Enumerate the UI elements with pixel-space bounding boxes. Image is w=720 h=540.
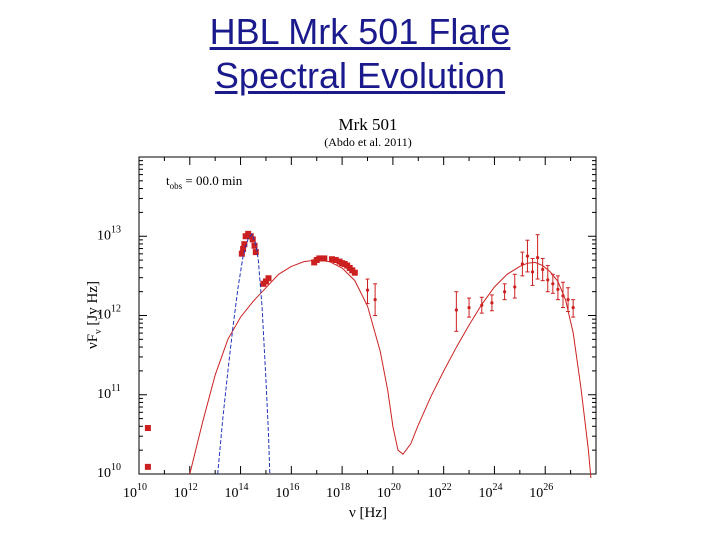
x-tick-label-exp: 22 [442,482,452,493]
data-point-square [238,250,245,257]
y-tick-label: 1011 [97,383,121,402]
x-tick-label: 1012 [174,482,198,501]
data-point-dot [546,278,550,282]
y-tick-label: 1012 [97,304,121,323]
y-tick-label-base: 10 [97,466,111,481]
data-point-square [240,245,247,252]
data-point-dot [525,254,530,258]
y-tick-label: 1010 [97,462,121,481]
x-tick-label-base: 10 [275,486,289,501]
x-tick-label: 1016 [275,482,299,501]
y-axis-label-main: νF [85,334,101,349]
axis-ticks: 1010 1012 1014 1016 1018 1020 1022 1024 10261010… [97,157,597,501]
data-point-dot [503,290,507,294]
x-tick-label: 1014 [225,482,249,501]
x-tick-label-exp: 18 [340,482,350,493]
data-point-dot [536,256,540,260]
y-tick-label-base: 10 [97,387,111,402]
data-point-dot [556,287,560,291]
data-point-dot [513,285,517,289]
time-annotation-rest: = 00.0 min [182,173,243,188]
data-point-dot [467,305,471,310]
data-point-dot [571,305,575,310]
x-tick-label-base: 10 [478,486,492,501]
x-tick-label-base: 10 [529,486,543,501]
x-tick-label: 1020 [377,482,401,501]
y-tick-label-base: 10 [97,228,111,243]
plot-frame [138,156,597,475]
y-tick-label-base: 10 [97,308,111,323]
y-axis-label-rest: [Jy Hz] [85,281,101,329]
data-point-dot [365,288,370,292]
data-point-dot [541,267,545,272]
x-tick-label: 1022 [428,482,452,501]
chart-title: Mrk 501 [338,115,397,134]
time-annotation-sub: obs [170,181,183,191]
x-tick-label-exp: 24 [492,482,502,493]
data-point-dot [530,270,535,274]
x-axis-label: ν [Hz] [349,505,387,521]
plot-border [138,156,597,475]
x-tick-label-base: 10 [174,486,188,501]
chart-subtitle: (Abdo et al. 2011) [324,135,412,149]
synchrotron-ssc-model-curve [189,259,592,479]
x-tick-label: 1010 [123,482,147,501]
x-tick-label: 1018 [326,482,350,501]
x-tick-label-base: 10 [326,486,340,501]
data-point-square [144,463,151,470]
data-point-square [249,236,256,243]
y-axis-label: νFν [Jy Hz] [85,281,104,349]
x-tick-label-base: 10 [123,486,137,501]
x-tick-label-exp: 10 [137,482,147,493]
x-tick-label: 1024 [478,482,502,501]
data-point-square [251,242,258,249]
y-tick-label-exp: 13 [111,224,121,235]
x-tick-label-base: 10 [225,486,239,501]
slide-title-line2: Spectral Evolution [214,55,506,96]
slide-title: HBL Mrk 501 Flare Spectral Evolution [180,10,540,98]
time-annotation-main: t [166,173,170,188]
data-point-dot [454,308,458,312]
data-point-square [252,249,259,256]
x-tick-label-exp: 26 [543,482,553,493]
y-axis-label-sub: ν [93,329,104,334]
data-point-square [332,257,339,264]
thermal-component-curve [217,232,271,475]
chart-marks [144,230,592,479]
y-tick-label-exp: 12 [111,304,121,315]
y-tick-label-exp: 11 [111,383,121,394]
data-point-square [262,278,269,285]
data-point-square [265,275,272,282]
data-point-square [241,241,248,248]
time-annotation: tobs = 00.0 min [166,173,243,191]
data-point-square [328,256,335,263]
x-tick-label-exp: 14 [239,482,249,493]
x-tick-label-base: 10 [428,486,442,501]
x-tick-label: 1026 [529,482,553,501]
data-point-square [351,269,358,276]
data-point-dot [551,282,555,286]
data-point-dot [373,298,377,302]
x-tick-label-base: 10 [377,486,391,501]
data-point-dot [566,298,570,302]
data-point-square [144,425,151,432]
data-point-square [321,255,328,262]
x-tick-label-exp: 20 [391,482,401,493]
slide-title-line1: HBL Mrk 501 Flare [209,11,511,52]
y-tick-label-exp: 10 [111,462,121,473]
x-tick-label-exp: 16 [289,482,299,493]
x-tick-label-exp: 12 [188,482,198,493]
y-tick-label: 1013 [97,224,121,243]
data-point-dot [490,301,494,305]
